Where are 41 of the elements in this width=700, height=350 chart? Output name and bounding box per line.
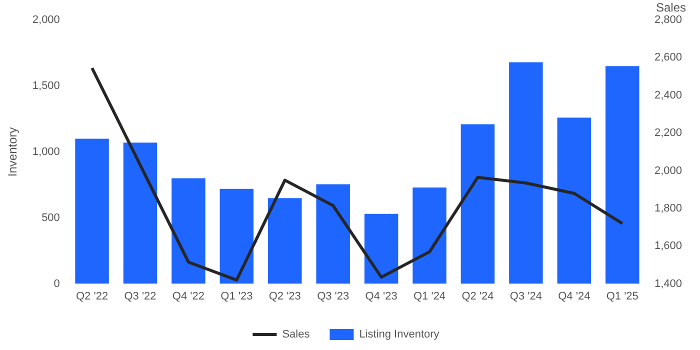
y2-tick-label: 2,600 [654,52,682,64]
y-tick-label: 0 [54,278,60,290]
bar [557,118,592,284]
x-tick-label: Q4 '24 [558,290,590,302]
legend-label: Listing Inventory [359,328,440,341]
x-tick-label: Q1 '23 [220,290,253,302]
x-tick-label: Q2 '23 [268,290,301,302]
x-tick-label: Q3 '22 [124,290,156,302]
y2-tick-label: 1,600 [654,240,682,252]
x-tick-label: Q4 '23 [365,290,398,302]
x-tick-label: Q1 '24 [413,290,446,302]
bar [75,138,109,284]
bar [220,188,254,284]
x-tick-label: Q2 '24 [462,290,494,302]
y-tick-label: 1,000 [32,146,60,158]
y2-tick-label: 2,400 [654,89,682,102]
bar [364,214,398,284]
x-tick-label: Q1 '25 [606,290,638,302]
y2-tick-label: 1,800 [654,202,682,214]
y2-tick-label: 2,800 [654,14,682,26]
bar [460,124,495,284]
bar [605,66,640,284]
x-tick-label: Q4 '22 [172,290,204,302]
y-axis-title: Inventory [6,127,20,177]
bar [316,184,350,284]
y2-axis-title: Sales [656,0,686,14]
legend-label: Sales [282,328,310,341]
y2-tick-label: 1,400 [654,278,682,290]
bar [123,142,158,284]
y2-tick-label: 2,200 [654,127,682,140]
bar [268,198,302,284]
x-tick-label: Q2 '22 [76,290,108,302]
y2-tick-label: 2,000 [654,164,682,177]
x-tick-label: Q3 '23 [317,290,350,302]
bar [412,188,446,284]
y-tick-label: 500 [42,212,60,224]
bar [172,178,206,284]
x-tick-label: Q3 '24 [510,290,542,302]
bar [509,62,543,284]
y-tick-label: 1,500 [32,80,60,92]
y-tick-label: 2,000 [32,14,60,26]
